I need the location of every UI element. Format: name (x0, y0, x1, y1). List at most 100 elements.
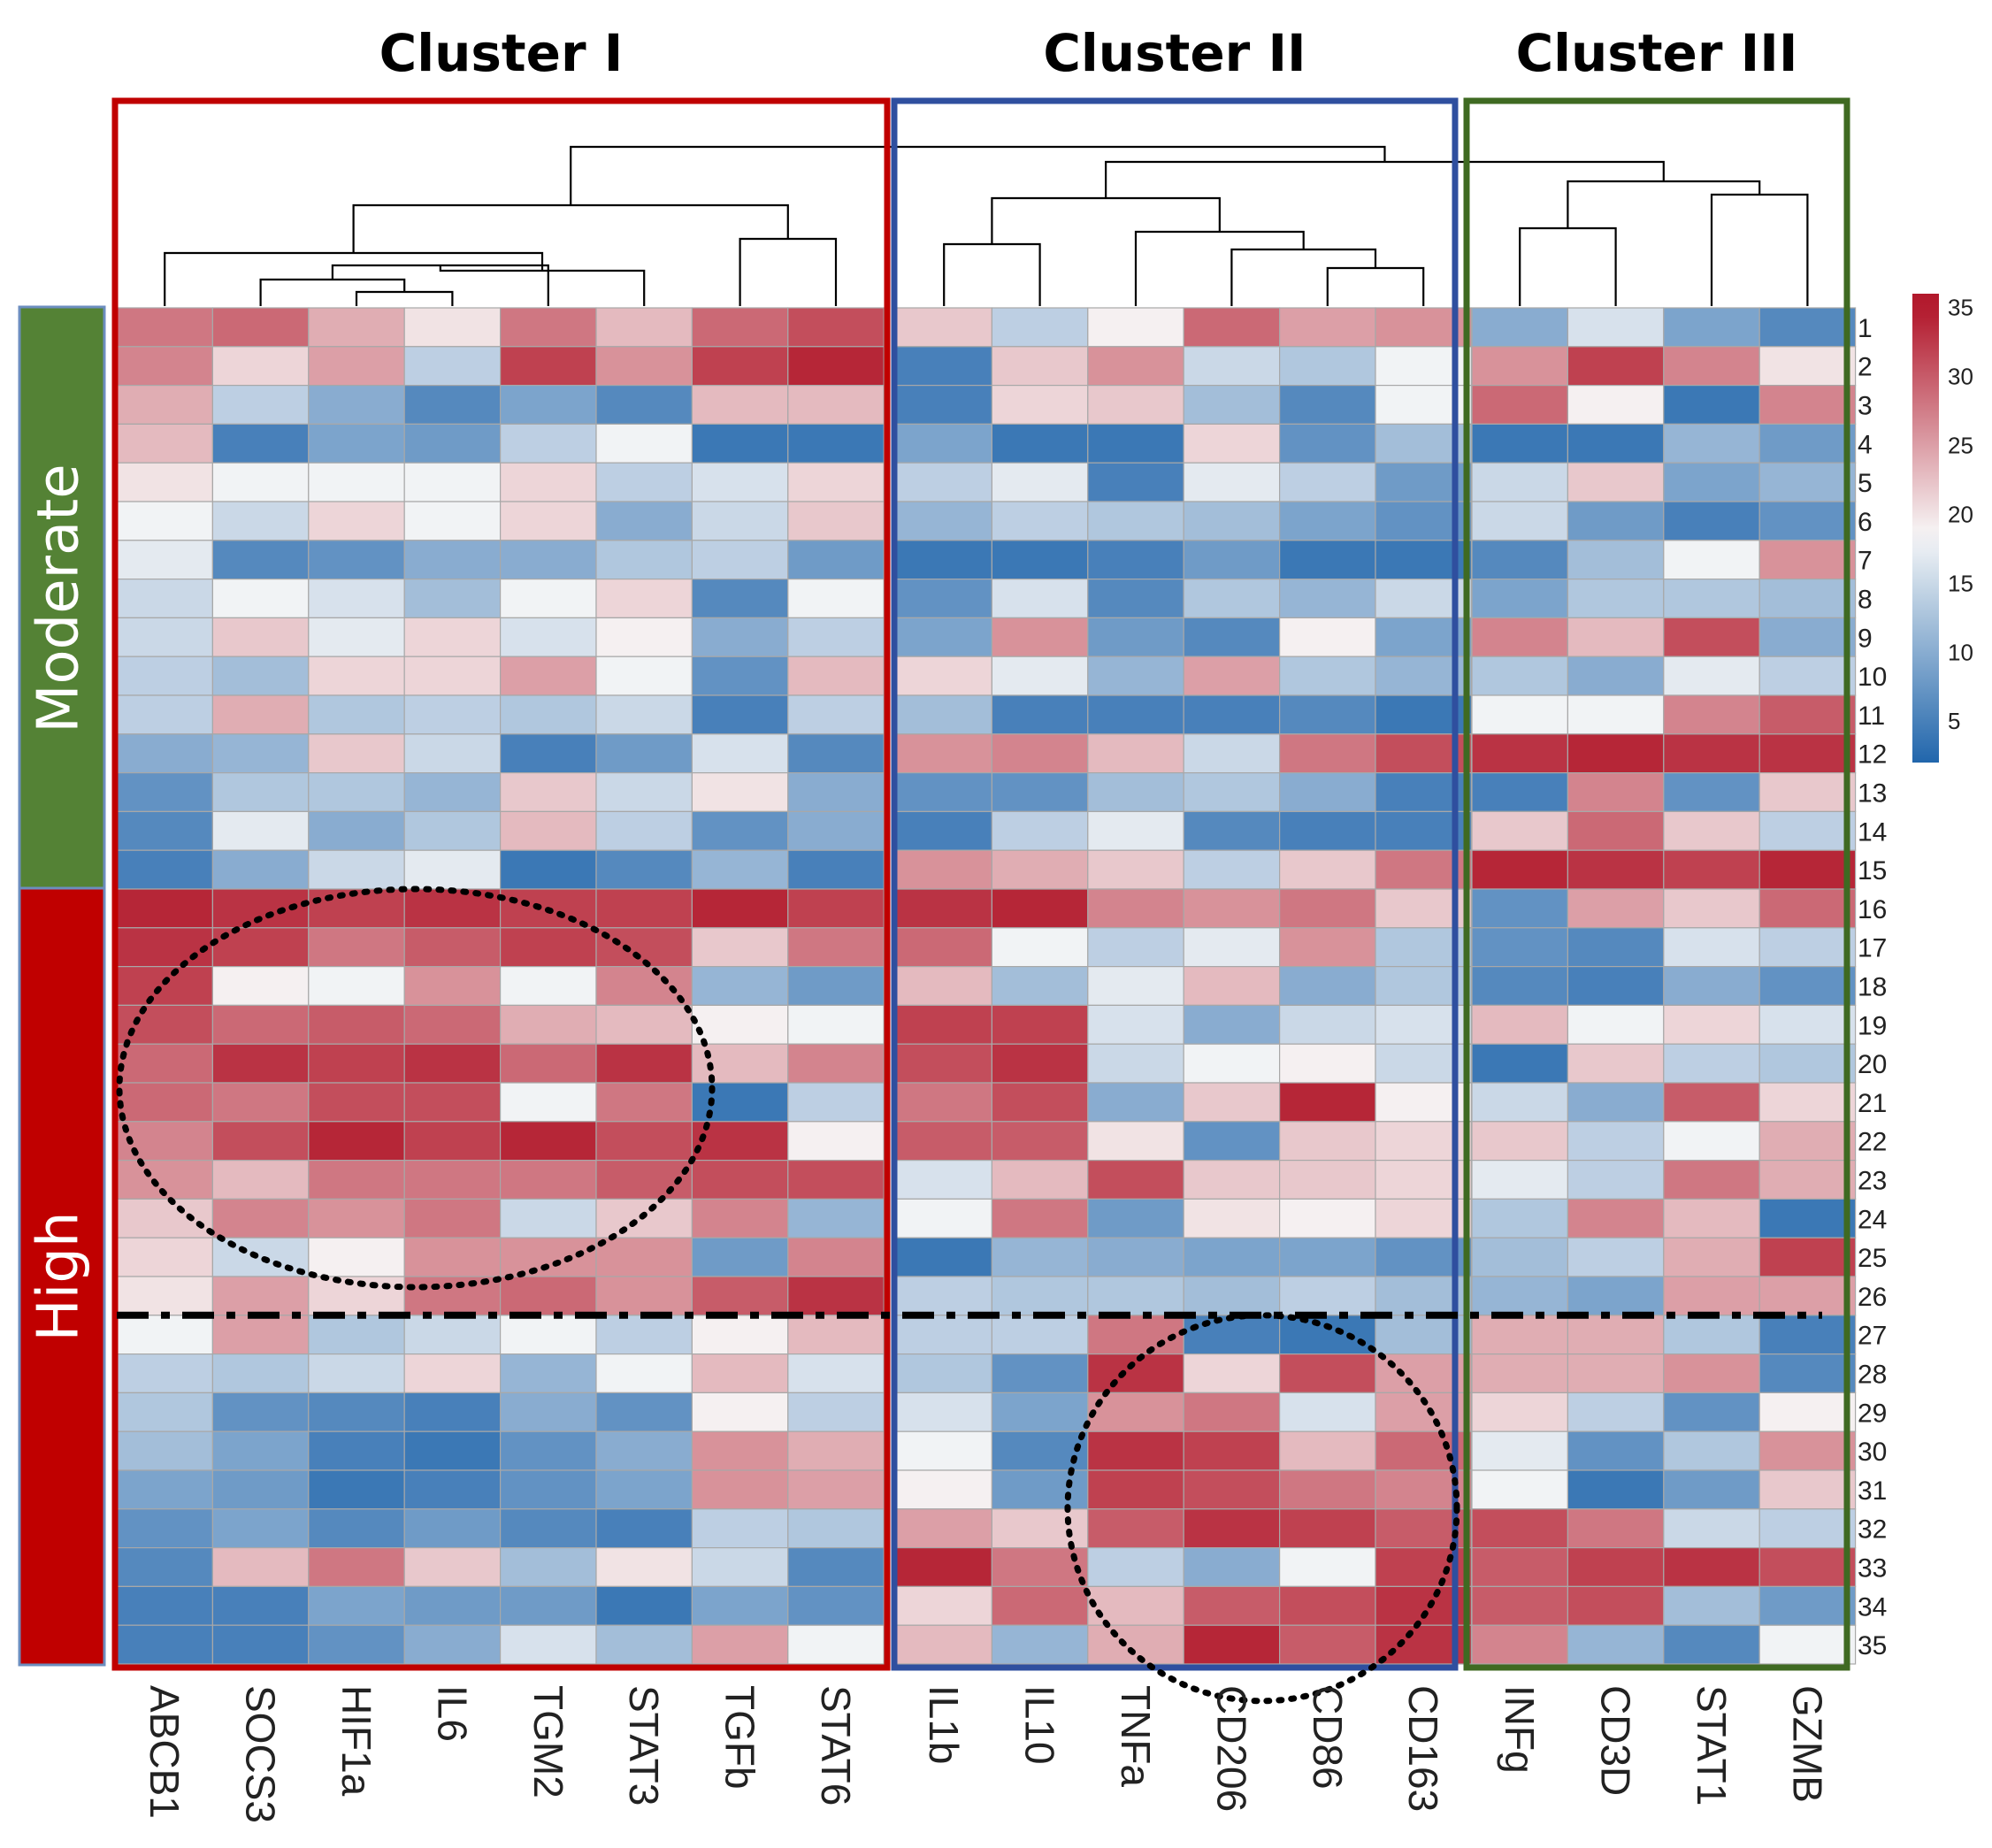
heatmap-cell (595, 1004, 693, 1045)
heatmap-cell (1471, 540, 1569, 580)
heatmap-cell (691, 462, 789, 502)
row-labels: 1234567891011121314151617181920212223242… (1858, 314, 1887, 1660)
heatmap-cell (1663, 694, 1760, 735)
column-label: GZMB (1784, 1685, 1830, 1803)
heatmap-cell (1471, 1546, 1569, 1587)
heatmap-cell (211, 1508, 310, 1549)
row-group-label: Moderate (27, 464, 92, 732)
heatmap-cell (895, 1624, 993, 1665)
heatmap-cell (1567, 1082, 1665, 1123)
heatmap-cell (211, 771, 310, 812)
heatmap-cell (1567, 578, 1665, 618)
heatmap-cell (211, 694, 310, 735)
heatmap-cell (403, 578, 502, 618)
heatmap-cell (595, 1276, 693, 1316)
heatmap-cell (308, 1237, 405, 1277)
heatmap-cell (499, 617, 597, 657)
heatmap-cell (595, 1430, 693, 1471)
heatmap-cell (211, 1004, 310, 1045)
heatmap-cell (211, 1430, 310, 1471)
heatmap-cell (1183, 1508, 1281, 1549)
heatmap-cell (116, 1508, 214, 1549)
legend-tick-label: 10 (1948, 639, 1973, 665)
column-label: TGFb (717, 1685, 763, 1790)
heatmap-cell (1758, 1469, 1857, 1510)
heatmap-cell (991, 1315, 1089, 1355)
dendrogram-link (943, 242, 1041, 306)
heatmap-cell (787, 1043, 885, 1084)
heatmap-cell (1183, 617, 1281, 657)
heatmap-cell (403, 1198, 502, 1238)
heatmap-cell (991, 462, 1089, 502)
heatmap-cell (211, 1546, 310, 1587)
heatmap-cell (116, 1585, 214, 1626)
heatmap-cell (499, 1043, 597, 1084)
heatmap-cell (1087, 1121, 1184, 1162)
heatmap-cell (691, 810, 789, 851)
heatmap-cell (595, 346, 693, 387)
heatmap-cell (1278, 1353, 1376, 1393)
cluster-title: Cluster II (1043, 23, 1306, 83)
heatmap-cell (499, 927, 597, 968)
heatmap-cell (895, 1121, 993, 1162)
heatmap-cell (787, 888, 885, 929)
row-label: 12 (1858, 740, 1887, 770)
heatmap-cell (308, 307, 405, 348)
heatmap-cell (1278, 965, 1376, 1006)
heatmap-cell (1567, 656, 1665, 696)
heatmap-cell (1183, 1430, 1281, 1471)
heatmap-cell (691, 1392, 789, 1432)
heatmap-cell (595, 1546, 693, 1587)
row-label: 22 (1858, 1128, 1887, 1157)
heatmap-cell (403, 733, 502, 774)
heatmap-cell (691, 1237, 789, 1277)
heatmap-cell (1758, 617, 1857, 657)
heatmap-cell (308, 1004, 405, 1045)
heatmap-cell (1663, 385, 1760, 426)
heatmap-cell (499, 849, 597, 890)
heatmap-cell (691, 1469, 789, 1510)
row-label: 34 (1858, 1592, 1887, 1622)
heatmap-cell (895, 462, 993, 502)
heatmap-cell (691, 346, 789, 387)
heatmap-cell (211, 1237, 310, 1277)
heatmap-cell (1567, 1585, 1665, 1626)
heatmap-cell (691, 1508, 789, 1549)
heatmap-cell (403, 1430, 502, 1471)
heatmap-cell (116, 771, 214, 812)
heatmap-cell (691, 385, 789, 426)
heatmap-cell (1471, 346, 1569, 387)
heatmap-cell (991, 1198, 1089, 1238)
heatmap-cell (991, 849, 1089, 890)
heatmap-cell (595, 385, 693, 426)
heatmap-cell (1278, 771, 1376, 812)
heatmap-cell (308, 1315, 405, 1355)
row-group-bars: Moderate High (18, 305, 106, 1667)
heatmap-cell (1663, 1237, 1760, 1277)
heatmap-cell (499, 1353, 597, 1393)
heatmap-cell (895, 1237, 993, 1277)
heatmap-cell (1278, 1237, 1376, 1277)
heatmap-cell (1087, 1159, 1184, 1200)
heatmap-cell (691, 501, 789, 541)
column-label: TGM2 (525, 1685, 571, 1798)
heatmap-cell (895, 1276, 993, 1316)
heatmap-cell (1567, 462, 1665, 502)
heatmap-cell (403, 385, 502, 426)
heatmap-cell (1278, 1082, 1376, 1123)
heatmap-cell (1278, 1315, 1376, 1355)
heatmap-cell (211, 462, 310, 502)
heatmap-cell (499, 540, 597, 580)
heatmap-cell (1471, 1276, 1569, 1316)
heatmap-cell (403, 1237, 502, 1277)
column-label: CD3D (1593, 1685, 1639, 1796)
heatmap-cell (1183, 1469, 1281, 1510)
heatmap-cell (1183, 771, 1281, 812)
heatmap-cell (1567, 1276, 1665, 1316)
heatmap-cell (1087, 1469, 1184, 1510)
heatmap-cell (895, 1353, 993, 1393)
heatmap-cell (1663, 1198, 1760, 1238)
column-label: INFg (1497, 1685, 1543, 1774)
heatmap-cell (308, 1546, 405, 1587)
heatmap-cell (499, 1546, 597, 1587)
